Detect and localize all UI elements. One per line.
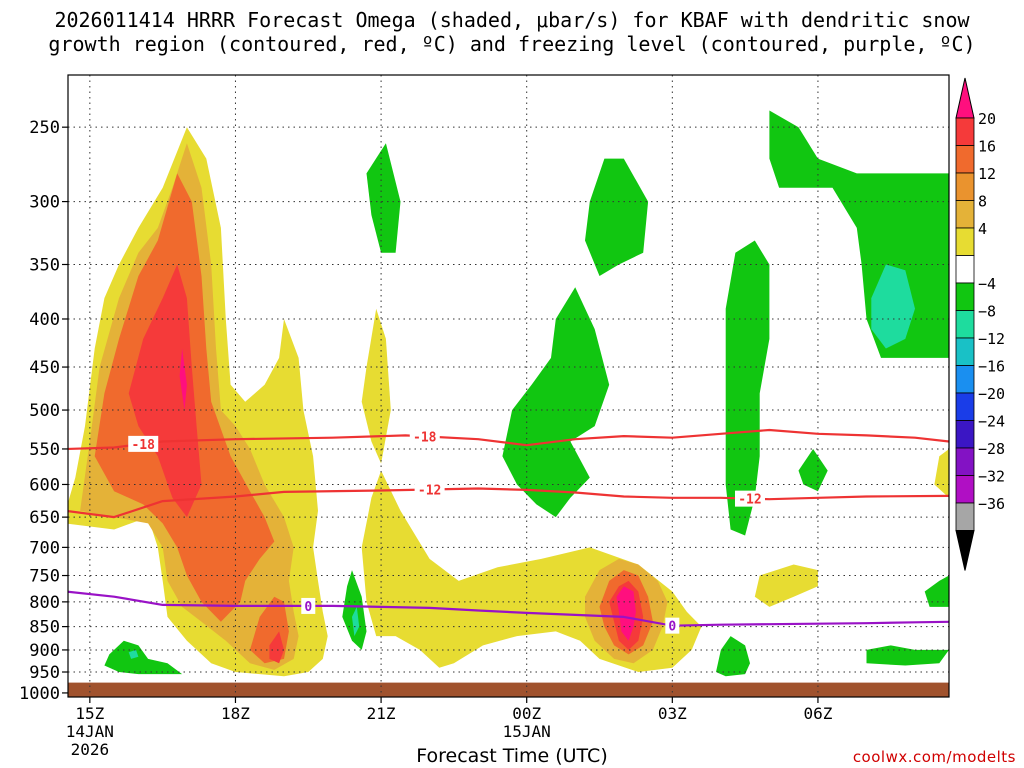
x-tick-label-21Z: 21Z <box>367 704 396 723</box>
omega-region-down-26 <box>871 264 915 349</box>
colorbar-label-10: −24 <box>978 413 1005 431</box>
omega-region-down-18 <box>352 606 360 637</box>
colorbar-label-9: −20 <box>978 385 1005 403</box>
x-tick-label-00Z: 00Z <box>512 704 541 723</box>
omega-region-down-20 <box>585 158 649 276</box>
contour-label-bg-2-0 <box>301 597 316 614</box>
omega-region-down-22 <box>725 240 770 536</box>
colorbar-swatch-14 <box>955 475 975 504</box>
contour-label-bg-0-1 <box>409 428 440 445</box>
colorbar-label-8: −16 <box>978 358 1005 376</box>
x-tick-date-00Z: 15JAN <box>503 722 551 741</box>
contour-1 <box>68 487 949 519</box>
x-tick-year-15Z: 2026 <box>71 740 110 759</box>
x-tick-label-15Z: 15Z <box>75 704 104 723</box>
omega-region-up-3 <box>754 564 818 607</box>
chart-title-line-1: 2026011414 HRRR Forecast Omega (shaded, … <box>54 8 970 32</box>
contour-label-1-1: -12 <box>738 493 761 508</box>
omega-region-up-4 <box>934 449 949 498</box>
x-tick-label-18Z: 18Z <box>221 704 250 723</box>
y-tick-label-450: 450 <box>29 358 60 378</box>
x-tick-label-03Z: 03Z <box>658 704 687 723</box>
colorbar-swatch-6 <box>955 255 975 284</box>
y-tick-label-800: 800 <box>29 593 60 613</box>
y-tick-label-900: 900 <box>29 641 60 661</box>
omega-region-down-19 <box>366 143 401 253</box>
colorbar-label-1: 16 <box>978 138 996 156</box>
y-tick-label-950: 950 <box>29 663 60 683</box>
colorbar-swatch-2 <box>955 145 975 174</box>
y-tick-label-650: 650 <box>29 508 60 528</box>
colorbar-swatch-5 <box>955 227 975 256</box>
omega-region-up-10 <box>128 264 202 518</box>
y-tick-label-300: 300 <box>29 193 60 213</box>
omega-region-up-13 <box>179 348 187 411</box>
colorbar-swatch-4 <box>955 200 975 229</box>
colorbar-swatch-11 <box>955 392 975 421</box>
y-tick-label-400: 400 <box>29 310 60 330</box>
contour-label-0-1: -18 <box>413 430 437 445</box>
omega-region-down-17 <box>342 570 367 650</box>
contour-label-bg-2-1 <box>665 617 680 634</box>
contour-label-bg-1-0 <box>414 481 445 498</box>
colorbar-label-2: 12 <box>978 165 996 183</box>
colorbar-swatch-9 <box>955 337 975 366</box>
x-axis-label: Forecast Time (UTC) <box>416 745 608 767</box>
colorbar-label-13: −36 <box>978 495 1005 513</box>
omega-region-down-15 <box>104 640 183 675</box>
colorbar-swatch-15 <box>955 502 975 531</box>
colorbar-label-12: −32 <box>978 468 1005 486</box>
colorbar-swatch-1 <box>955 117 975 146</box>
y-tick-label-600: 600 <box>29 475 60 495</box>
source-credit: coolwx.com/modelts <box>852 748 1016 766</box>
colorbar-label-3: 8 <box>978 193 987 211</box>
contour-label-bg-1-1 <box>734 490 765 507</box>
omega-region-up-1 <box>361 308 391 464</box>
colorbar-bottom-triangle <box>955 530 975 571</box>
colorbar-swatch-13 <box>955 447 975 476</box>
contour-label-bg-0-0 <box>128 435 159 452</box>
y-tick-label-550: 550 <box>29 440 60 460</box>
colorbar-label-0: 20 <box>978 110 996 128</box>
y-tick-label-700: 700 <box>29 538 60 558</box>
omega-region-down-23 <box>798 449 828 492</box>
omega-region-up-11 <box>269 631 284 664</box>
omega-region-down-28 <box>866 645 949 666</box>
contour-2 <box>68 590 949 627</box>
contour-0 <box>68 428 949 451</box>
colorbar-swatch-8 <box>955 310 975 339</box>
contour-label-2-0: 0 <box>304 600 312 615</box>
omega-region-down-16 <box>128 649 139 659</box>
x-tick-label-06Z: 06Z <box>803 704 832 723</box>
omega-region-down-21 <box>502 287 610 518</box>
colorbar-swatch-3 <box>955 172 975 201</box>
y-tick-label-750: 750 <box>29 567 60 587</box>
colorbar-label-4: 4 <box>978 220 987 238</box>
y-tick-label-500: 500 <box>29 401 60 421</box>
y-tick-label-1000: 1000 <box>19 684 60 704</box>
colorbar-label-5: −4 <box>978 275 996 293</box>
colorbar-label-11: −28 <box>978 440 1005 458</box>
chart-title-line-2: growth region (contoured, red, ºC) and f… <box>48 32 976 56</box>
colorbar-swatch-7 <box>955 282 975 311</box>
y-tick-label-250: 250 <box>29 118 60 138</box>
contour-label-0-0: -18 <box>131 438 155 453</box>
plot-frame <box>67 74 950 698</box>
omega-region-up-14 <box>616 586 636 641</box>
omega-region-down-27 <box>924 575 949 607</box>
x-tick-date-15Z: 14JAN <box>66 722 114 741</box>
y-tick-label-850: 850 <box>29 618 60 638</box>
contour-label-1-0: -12 <box>418 484 441 499</box>
colorbar-swatch-10 <box>955 365 975 394</box>
colorbar-label-6: −8 <box>978 303 996 321</box>
y-tick-label-350: 350 <box>29 255 60 275</box>
ground-surface <box>68 682 949 697</box>
colorbar-swatch-12 <box>955 420 975 449</box>
omega-region-down-24 <box>716 636 750 677</box>
omega-region-down-25 <box>769 110 949 358</box>
colorbar-label-7: −12 <box>978 330 1005 348</box>
colorbar-top-triangle <box>955 77 975 119</box>
contour-label-2-1: 0 <box>668 620 676 635</box>
